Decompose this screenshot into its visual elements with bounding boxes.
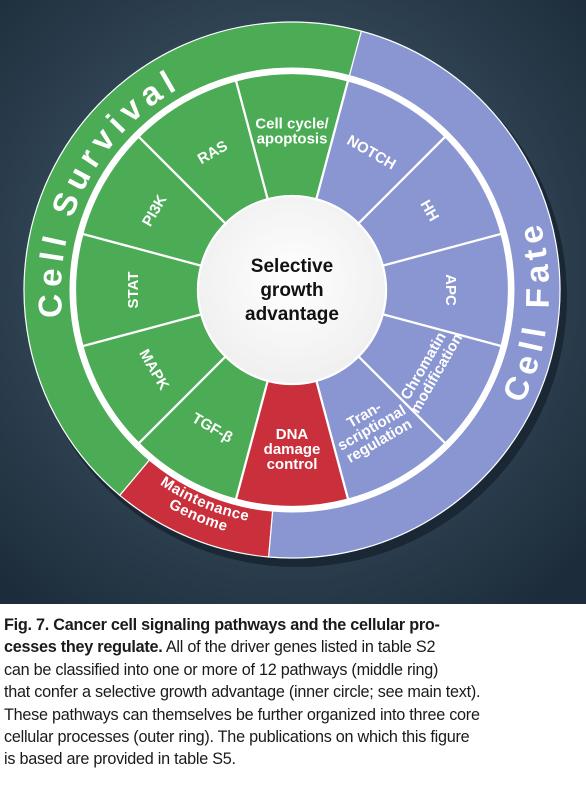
- figure-caption: Fig. 7. Cancer cell signaling pathways a…: [4, 614, 584, 771]
- center-label-line: Selective: [251, 256, 333, 277]
- caption-text-line-3: that confer a selective growth advantage…: [4, 683, 481, 702]
- pathway-label-stat: STAT: [125, 272, 142, 309]
- caption-text-line-4: These pathways can themselves be further…: [4, 705, 480, 724]
- caption-title-part-2: cesses they regulate.: [4, 638, 163, 657]
- caption-title-part-1: Fig. 7. Cancer cell signaling pathways a…: [4, 616, 440, 634]
- pathway-label-line: Cell cycle/: [255, 116, 329, 133]
- center-label-line: advantage: [245, 304, 339, 325]
- pathway-label-dna-damage-control: DNA damage control: [264, 426, 321, 473]
- pathway-label-line: apoptosis: [257, 131, 328, 148]
- caption-text-line-1: All of the driver genes listed in table …: [162, 638, 436, 657]
- pathway-label-line: control: [267, 456, 318, 473]
- caption-text-line-2: can be classified into one or more of 12…: [4, 660, 439, 679]
- caption-line-1: Fig. 7. Cancer cell signaling pathways a…: [4, 614, 584, 636]
- pathway-label-line: APC: [442, 274, 459, 306]
- center-label-line: growth: [260, 280, 323, 301]
- pathway-label-cell-cycle-apoptosis: Cell cycle/apoptosis: [255, 116, 329, 148]
- pathway-label-apc: APC: [442, 274, 459, 306]
- center-label: Selective growth advantage: [245, 256, 339, 325]
- pathway-label-line: DNA: [276, 426, 309, 443]
- caption-text-line-6: is based are provided in table S5.: [4, 750, 236, 769]
- ring-divider: [69, 67, 515, 513]
- caption-line-2: cesses they regulate. All of the driver …: [4, 636, 584, 658]
- caption-text-line-5: cellular processes (outer ring). The pub…: [4, 728, 470, 747]
- diagram-figure: Selective growth advantage Cell cycle/apopt…: [0, 0, 586, 604]
- pathway-label-line: STAT: [125, 272, 142, 309]
- pathway-label-line: damage: [264, 441, 321, 458]
- pathway-wheel: Selective growth advantage Cell cycle/apopt…: [0, 0, 586, 604]
- center-circle: [197, 195, 387, 385]
